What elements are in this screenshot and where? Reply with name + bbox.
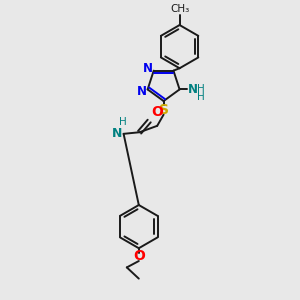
Text: O: O [133, 249, 145, 263]
Text: O: O [151, 105, 163, 118]
Text: CH₃: CH₃ [170, 4, 189, 14]
Text: N: N [137, 85, 147, 98]
Text: N: N [188, 83, 198, 96]
Text: N: N [143, 62, 153, 75]
Text: H: H [119, 117, 127, 127]
Text: S: S [159, 103, 169, 117]
Text: H: H [197, 84, 205, 94]
Text: N: N [112, 127, 122, 140]
Text: H: H [197, 92, 205, 102]
